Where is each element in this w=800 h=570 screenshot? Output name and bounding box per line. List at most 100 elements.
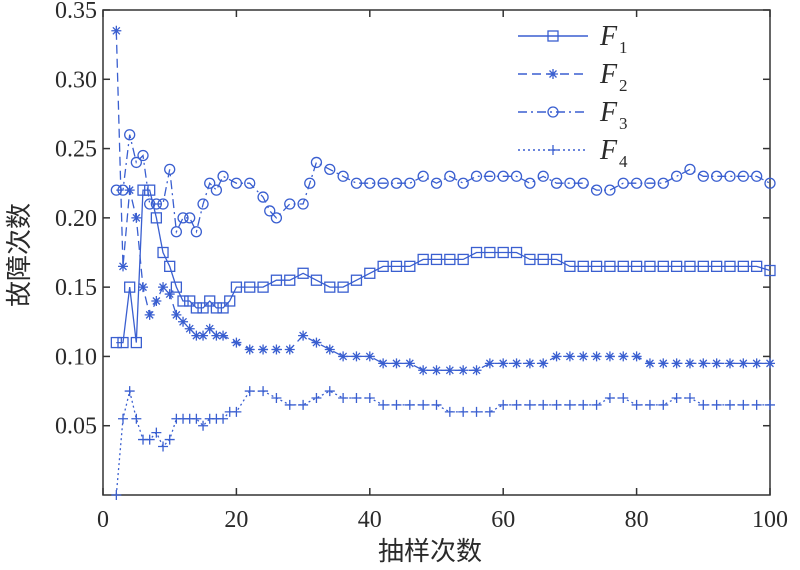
data-point [617,260,629,273]
data-point [430,253,443,266]
data-point [390,177,403,189]
data-point [311,337,322,348]
data-point [538,399,549,410]
data-point [710,170,723,182]
data-point [590,260,603,273]
data-point [164,434,175,445]
data-point [338,351,349,362]
data-point [118,413,129,424]
data-point [670,260,683,273]
data-point [244,386,255,397]
data-point [604,260,616,273]
data-point [657,260,669,273]
x-tick-label: 80 [625,507,649,533]
y-tick-label: 0.15 [55,275,97,301]
data-point [124,281,136,293]
data-point [230,177,243,189]
data-point [538,358,549,369]
data-point [564,399,575,410]
data-point [444,365,455,376]
data-point [698,358,709,369]
data-point [631,399,642,410]
data-point [404,177,416,189]
data-point [164,289,175,300]
data-point [297,267,309,279]
data-point [377,260,389,273]
data-point [151,296,162,306]
data-point [298,399,309,410]
data-point [578,351,589,362]
data-point [577,260,589,273]
data-point [604,393,615,403]
data-point [337,170,349,182]
data-point [497,170,509,182]
data-point [184,212,196,224]
data-point [497,246,509,259]
data-point [684,163,696,176]
data-point [324,344,335,355]
data-point [138,282,149,293]
data-point [137,149,149,162]
data-point [171,309,182,320]
legend-subscript: 3 [619,114,628,133]
data-point [310,274,323,286]
data-point [658,399,669,410]
data-point [591,351,602,362]
data-point [644,399,655,410]
y-tick-label: 0.05 [55,414,97,440]
data-point [471,365,482,376]
data-point [244,344,255,355]
data-point [417,253,429,266]
data-point [164,260,176,273]
legend-marker [548,145,558,155]
data-point [364,351,375,362]
data-point [271,393,282,403]
data-point [657,177,669,189]
data-point [617,177,629,189]
data-point [258,386,269,397]
data-point [498,399,509,410]
data-point [711,358,722,369]
data-point [231,337,242,348]
legend-label: F [599,135,618,166]
data-point [257,281,269,293]
plot-border [102,9,771,496]
data-point [458,365,469,376]
data-point [551,351,562,362]
data-point [118,261,129,272]
data-point [110,184,122,196]
data-point [697,260,709,273]
data-point [350,177,363,189]
data-point [537,253,549,266]
data-point [224,295,236,307]
data-point [270,212,283,224]
legend-label: F [599,97,618,128]
data-point [204,177,216,189]
data-point [404,260,416,273]
data-point [724,170,736,182]
data-point [111,25,122,36]
data-point [270,274,283,286]
data-point [284,344,295,355]
legend-label: F [599,59,618,90]
data-point [658,358,669,369]
data-point [258,344,269,355]
data-point [297,198,309,210]
data-point [510,170,523,182]
data-point [537,170,549,182]
data-point [157,198,169,210]
data-point [271,344,282,355]
data-point [764,177,776,189]
data-point [198,420,209,431]
data-point [431,399,442,410]
data-point [524,253,536,266]
data-point [304,177,316,189]
data-point [158,282,169,293]
data-point [751,260,763,273]
data-point [737,260,749,273]
data-point [738,358,749,369]
data-point [577,177,589,189]
data-point [144,434,155,445]
data-point [765,358,775,369]
